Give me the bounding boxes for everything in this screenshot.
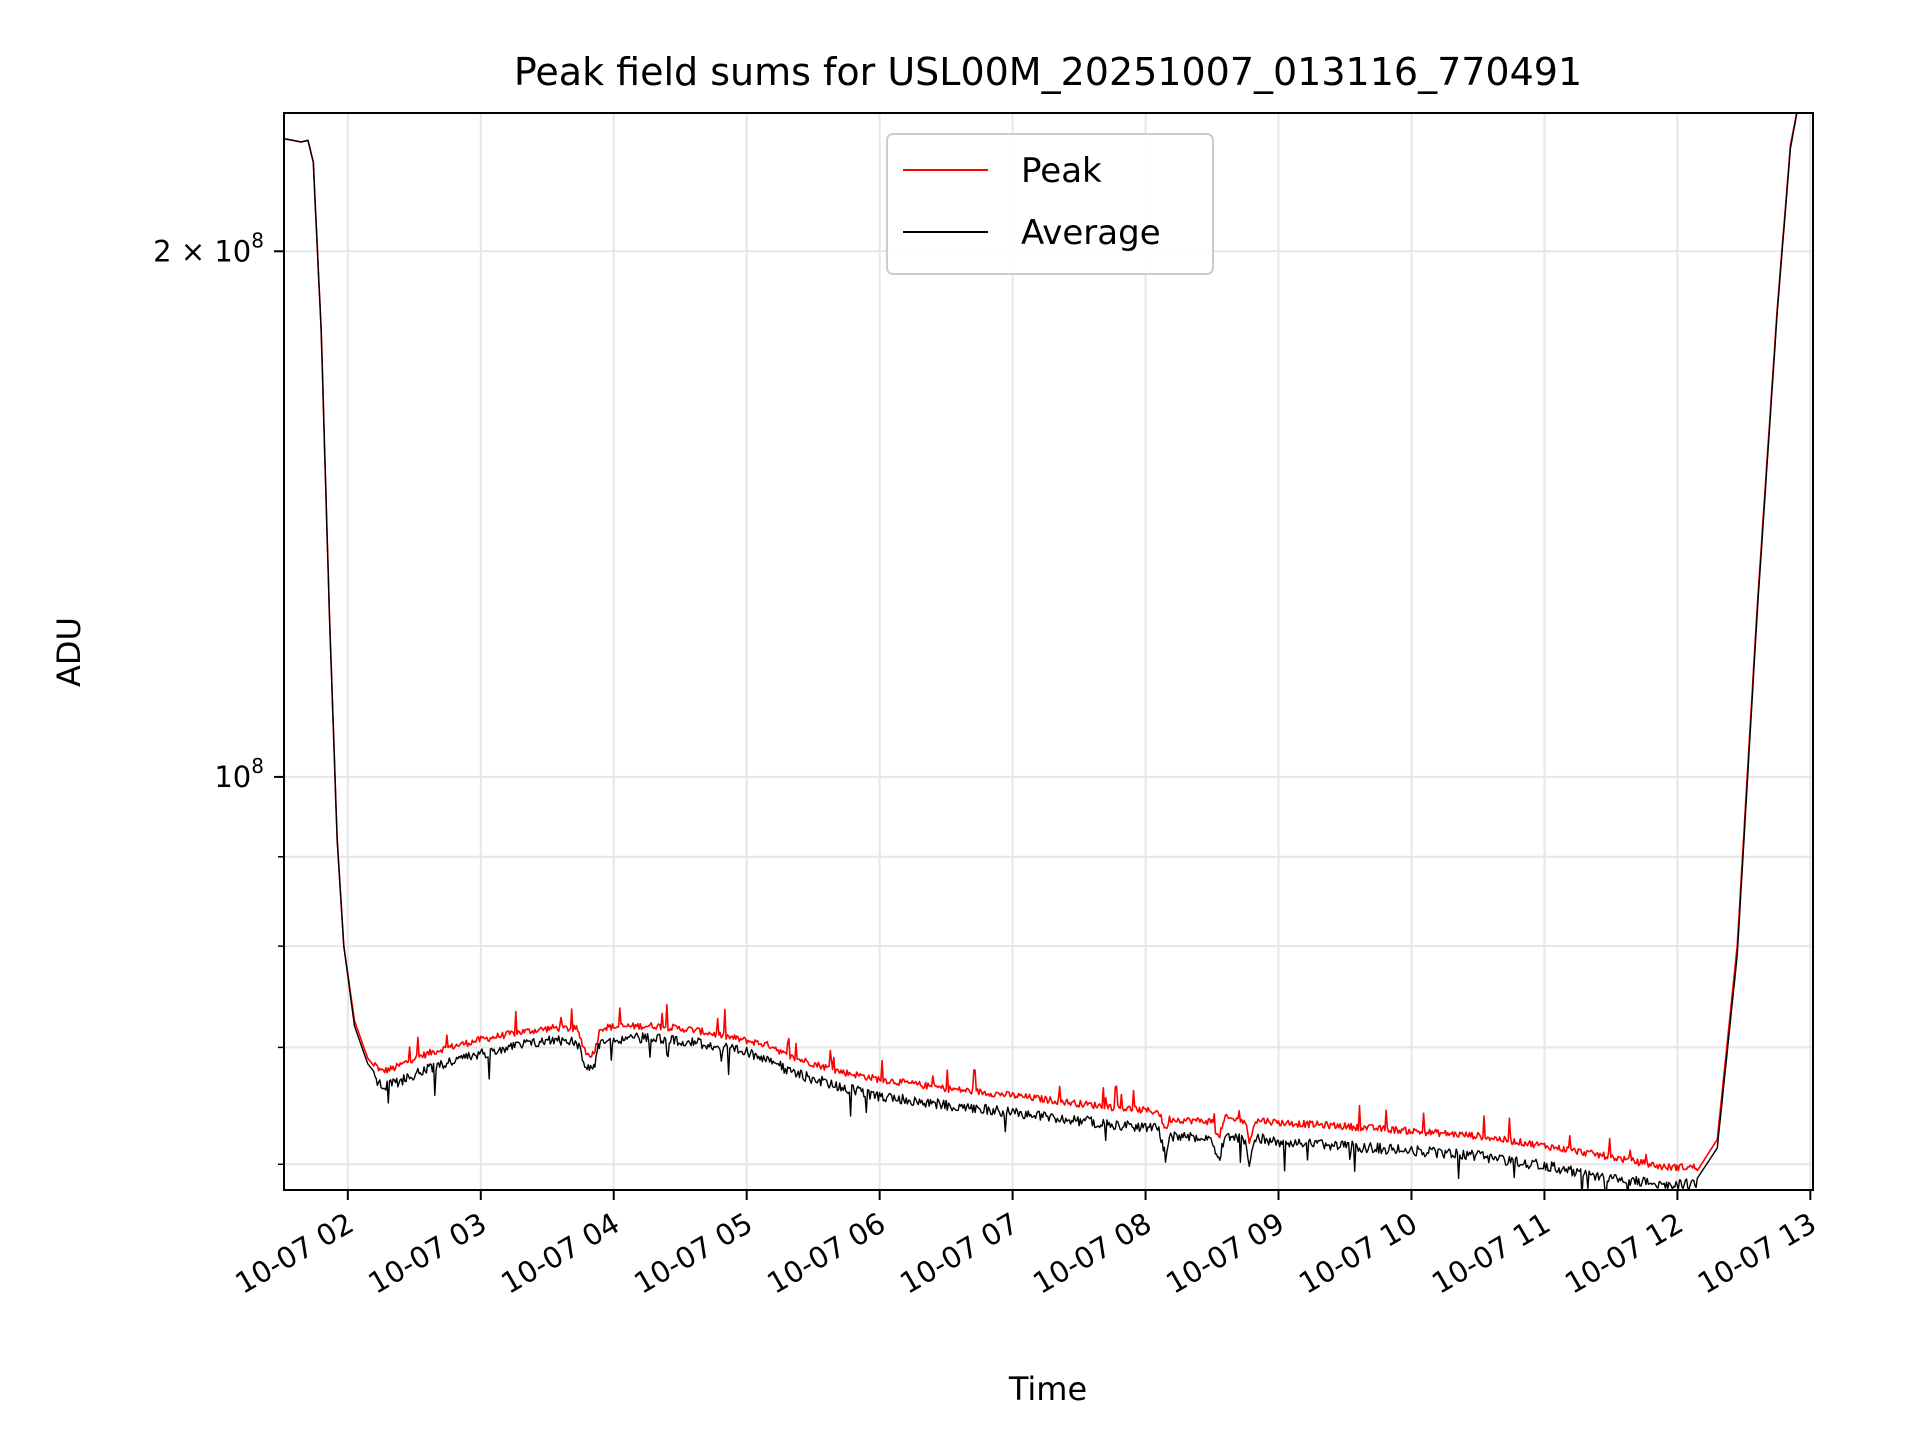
series-layer <box>284 113 1798 1190</box>
x-axis-title: Time <box>1008 1370 1087 1408</box>
y-axis-title: ADU <box>50 617 88 687</box>
series-line-average <box>284 113 1798 1190</box>
legend-label-peak: Peak <box>1021 151 1102 191</box>
y-tick-label: 2 × 108 <box>153 228 264 268</box>
legend: Peak Average <box>886 133 1214 275</box>
chart-title: Peak field sums for USL00M_20251007_0131… <box>514 50 1582 94</box>
y-tick-label: 108 <box>214 754 264 794</box>
legend-label-average: Average <box>1021 213 1161 253</box>
y-axis-ticks: 108 2 × 108 <box>153 228 284 1166</box>
plot-frame <box>283 112 1814 1191</box>
series-line-peak <box>284 113 1798 1172</box>
